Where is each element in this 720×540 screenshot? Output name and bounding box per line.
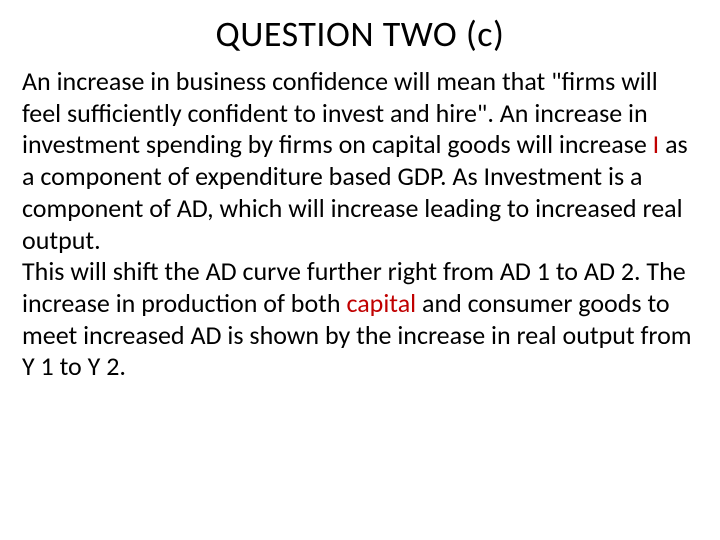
body-part-1: An increase in business confidence will … [22,65,658,160]
highlight-capital-word: capital [346,287,416,319]
slide-body: An increase in business confidence will … [22,66,698,383]
slide-heading: QUESTION TWO (c) [22,12,698,56]
